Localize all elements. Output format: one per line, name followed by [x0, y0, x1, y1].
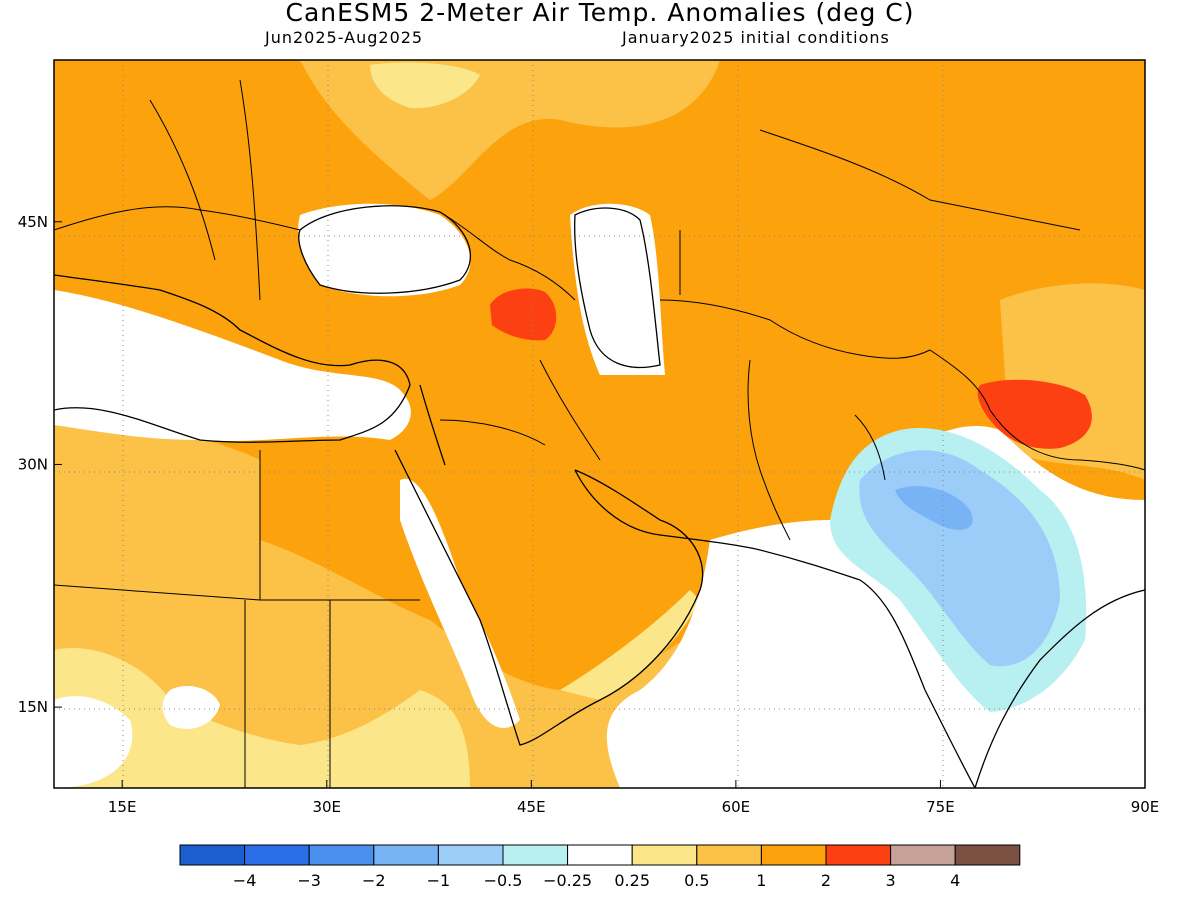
colorbar-swatch: [760, 844, 827, 866]
anomaly-area-africa-south: [54, 540, 760, 788]
colorbar-swatch: [631, 844, 698, 866]
colorbar-label: −2: [362, 871, 386, 890]
lat-tick-label: 15N: [18, 698, 48, 716]
colorbar-label: −3: [297, 871, 321, 890]
positive-anomaly-armenia: [490, 288, 557, 341]
initial-conditions-subtitle: January2025 initial conditions: [622, 28, 890, 47]
colorbar-swatch: [308, 844, 375, 866]
country-borders: [54, 79, 1145, 788]
map-frame: [53, 59, 1146, 789]
neutral-area-west-africa: [54, 696, 133, 788]
colorbar-label: 3: [886, 871, 896, 890]
latitude-ticks: 45N 30N 15N: [18, 213, 62, 716]
neutral-area-red-sea: [400, 478, 520, 729]
colorbar-swatch: [567, 844, 633, 866]
neutral-area-mediterranean: [54, 290, 411, 442]
colorbar-swatch: [244, 844, 310, 866]
colorbar-label: 2: [821, 871, 831, 890]
lon-tick-label: 90E: [1131, 798, 1160, 816]
anomaly-area-north: [370, 62, 480, 109]
colorbar-label: 4: [950, 871, 960, 890]
lat-tick-label: 45N: [18, 213, 48, 231]
anomaly-area-sahel: [54, 648, 470, 788]
colorbar-label: −0.5: [484, 871, 523, 890]
colorbar-swatch: [179, 844, 246, 866]
neutral-area-black-sea: [298, 203, 471, 297]
colorbar-label: 1: [756, 871, 766, 890]
colorbar: −4 −3 −2 −1 −0.5 −0.25 0.25 0.5 1 2 3 4: [179, 844, 1021, 890]
lon-tick-label: 30E: [312, 798, 341, 816]
lon-tick-label: 15E: [108, 798, 137, 816]
colorbar-label: 0.5: [684, 871, 709, 890]
colorbar-swatch: [502, 844, 569, 866]
neutral-area-caspian: [570, 203, 665, 375]
colorbar-label: −1: [427, 871, 451, 890]
lon-tick-label: 60E: [722, 798, 751, 816]
colorbar-label: −4: [233, 871, 257, 890]
lat-tick-label: 30N: [18, 455, 48, 473]
graticule: [54, 60, 1145, 788]
season-subtitle: Jun2025-Aug2025: [265, 28, 424, 47]
neutral-area-chad: [162, 685, 220, 729]
chart-title: CanESM5 2-Meter Air Temp. Anomalies (deg…: [285, 0, 915, 27]
colorbar-label: −0.25: [543, 871, 592, 890]
lon-tick-label: 75E: [926, 798, 955, 816]
colorbar-swatch: [890, 844, 956, 866]
coastlines: [54, 205, 1145, 788]
colorbar-swatch: [373, 844, 439, 866]
colorbar-swatch: [825, 844, 892, 866]
anomaly-area-libya: [54, 420, 260, 560]
longitude-ticks: 15E 30E 45E 60E 75E 90E: [108, 780, 1159, 816]
positive-anomaly-tibet: [977, 379, 1092, 449]
negative-anomaly-core: [895, 486, 973, 530]
anomaly-area-oman: [560, 590, 700, 700]
lon-tick-label: 45E: [517, 798, 546, 816]
colorbar-swatch: [954, 844, 1021, 866]
colorbar-swatch: [437, 844, 504, 866]
anomaly-fields: [54, 60, 1145, 788]
colorbar-label: 0.25: [614, 871, 650, 890]
colorbar-swatch: [696, 844, 762, 866]
